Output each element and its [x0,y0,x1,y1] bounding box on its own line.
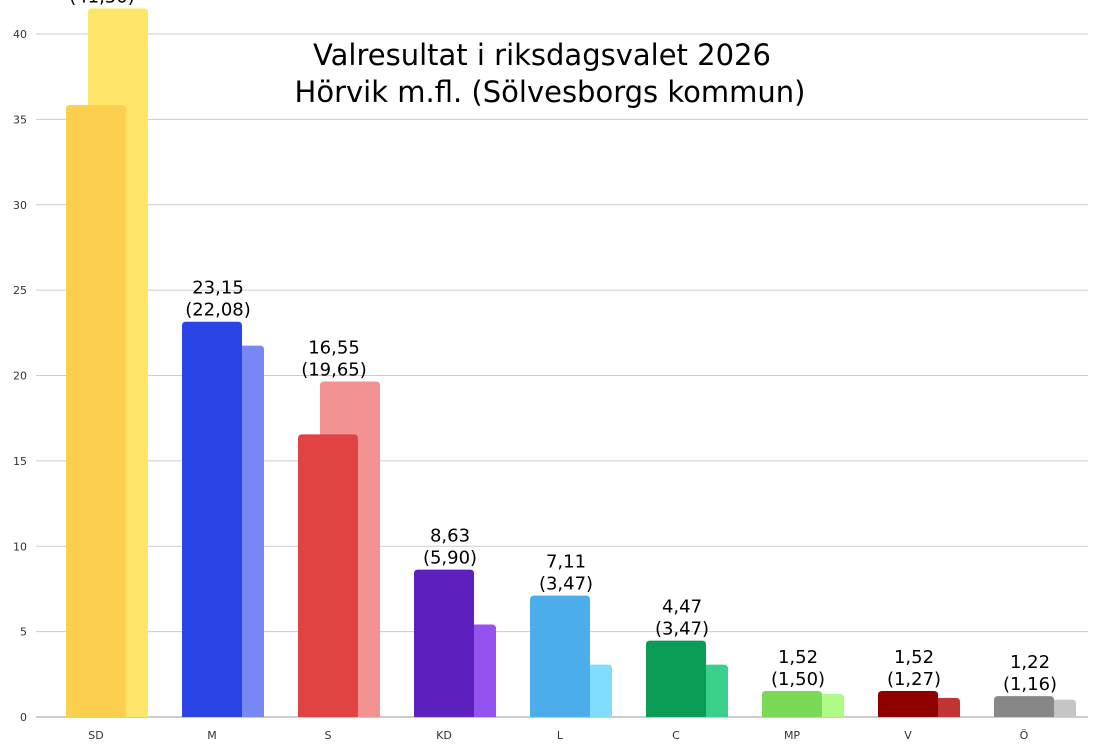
bar-primary-v [878,691,938,717]
data-label-previous: (41,50) [69,0,135,7]
data-label-previous: (1,16) [1003,674,1057,695]
x-category-label: SD [88,729,103,742]
x-category-label: Ö [1020,729,1029,742]
y-tick-label: 35 [13,113,27,126]
data-label-previous: (3,47) [539,574,593,595]
data-label-value: 1,52 [778,647,818,668]
data-label-previous: (19,65) [301,359,367,380]
bars [66,8,1076,718]
data-label-previous: (1,27) [887,669,941,690]
x-category-label: MP [784,729,800,742]
data-label-value: 23,15 [192,278,244,299]
data-label-previous: (3,47) [655,619,709,640]
y-axis-ticks: 0 5 10 15 20 25 30 35 40 [13,28,27,724]
chart-title-line-2: Hörvik m.fl. (Sölvesborgs kommun) [295,75,806,109]
data-label-previous: (5,90) [423,548,477,569]
x-category-label: M [207,729,217,742]
bar-primary-s [298,434,358,717]
data-label-previous: (1,50) [771,669,825,690]
bar-primary-ö [994,696,1054,717]
y-tick-label: 40 [13,28,27,41]
y-tick-label: 0 [20,711,27,724]
x-category-label: S [325,729,332,742]
data-label-value: 7,11 [546,552,586,573]
x-category-label: C [672,729,680,742]
chart-title-line-1: Valresultat i riksdagsvalet 2026 [313,38,771,72]
y-tick-label: 20 [13,370,27,383]
data-label-value: 1,22 [1010,652,1050,673]
bar-primary-m [182,321,242,717]
x-category-label: L [557,729,564,742]
bar-primary-mp [762,691,822,717]
y-tick-label: 30 [13,199,27,212]
y-tick-label: 5 [20,626,27,639]
data-labels: 35,84(41,50)23,15(22,08)16,55(19,65)8,63… [69,0,1057,695]
data-label-value: 16,55 [308,337,360,358]
data-label-value: 8,63 [430,526,470,547]
data-label-previous: (22,08) [185,300,251,321]
bar-primary-l [530,595,590,717]
data-label-value: 4,47 [662,597,702,618]
y-tick-label: 10 [13,540,27,553]
y-tick-label: 25 [13,284,27,297]
y-tick-label: 15 [13,455,27,468]
bar-primary-kd [414,569,474,717]
x-category-label: V [904,729,912,742]
bar-primary-sd [66,105,126,718]
bar-primary-c [646,640,706,717]
data-label-value: 1,52 [894,647,934,668]
x-category-label: KD [436,729,452,742]
x-axis-categories: SD M S KD L C MP V Ö [88,729,1028,742]
